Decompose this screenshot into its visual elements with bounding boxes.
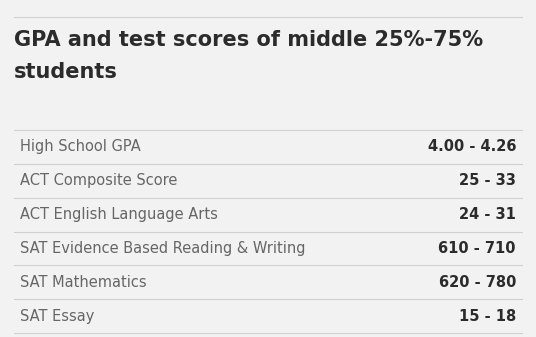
Text: High School GPA: High School GPA: [20, 140, 141, 154]
Text: 610 - 710: 610 - 710: [438, 241, 516, 256]
Text: 4.00 - 4.26: 4.00 - 4.26: [428, 140, 516, 154]
Text: ACT Composite Score: ACT Composite Score: [20, 173, 177, 188]
Text: ACT English Language Arts: ACT English Language Arts: [20, 207, 218, 222]
Text: SAT Mathematics: SAT Mathematics: [20, 275, 147, 290]
Text: GPA and test scores of middle 25%-75%: GPA and test scores of middle 25%-75%: [14, 30, 483, 50]
Text: 15 - 18: 15 - 18: [459, 309, 516, 324]
Text: 620 - 780: 620 - 780: [438, 275, 516, 290]
Text: 24 - 31: 24 - 31: [459, 207, 516, 222]
Text: 25 - 33: 25 - 33: [459, 173, 516, 188]
Text: students: students: [14, 62, 118, 82]
Text: SAT Evidence Based Reading & Writing: SAT Evidence Based Reading & Writing: [20, 241, 306, 256]
Text: SAT Essay: SAT Essay: [20, 309, 94, 324]
